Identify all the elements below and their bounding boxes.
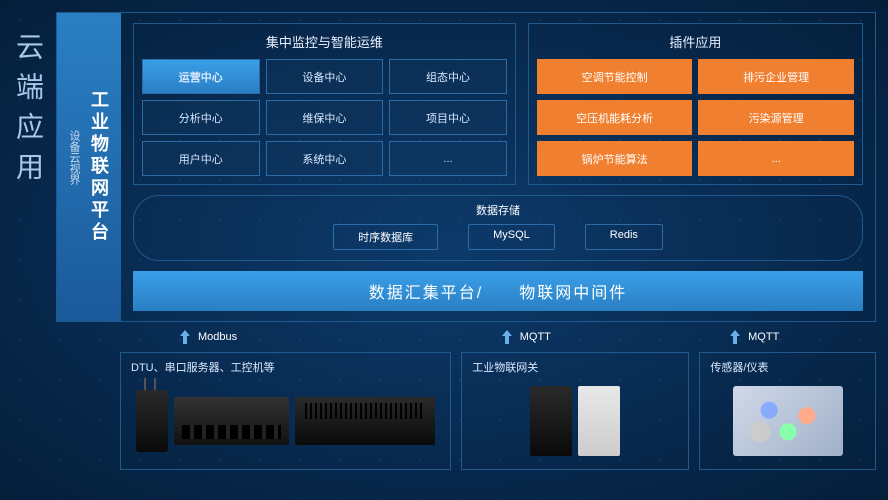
device-title: 工业物联网关 — [472, 359, 678, 375]
monitoring-title: 集中监控与智能运维 — [142, 32, 507, 51]
protocol-label: MQTT — [520, 331, 551, 343]
platform-subtitle: 设备云视界 — [66, 90, 82, 185]
platform-sidebar: 设备云视界 工业物联网平台 — [57, 13, 121, 321]
arrow-up-icon — [502, 330, 514, 344]
plugin-cell[interactable]: 空调节能控制 — [537, 59, 693, 94]
gateway-device-icon — [578, 386, 620, 456]
device-box-gateway: 工业物联网关 — [461, 352, 689, 470]
storage-item: 时序数据库 — [333, 224, 438, 250]
storage-item: MySQL — [468, 224, 555, 250]
monitoring-cell[interactable]: 系统中心 — [266, 141, 384, 176]
monitoring-cell[interactable]: 组态中心 — [389, 59, 507, 94]
monitoring-cell[interactable]: 设备中心 — [266, 59, 384, 94]
plugin-cell[interactable]: 排污企业管理 — [698, 59, 854, 94]
arrow-up-icon — [730, 330, 742, 344]
monitoring-cell[interactable]: 分析中心 — [142, 100, 260, 135]
ipc-device-icon — [295, 397, 435, 445]
aggregation-bar: 数据汇集平台/ 物联网中间件 — [133, 271, 863, 311]
plugin-cell[interactable]: 锅炉节能算法 — [537, 141, 693, 176]
arrow-up-icon — [180, 330, 192, 344]
storage-item: Redis — [585, 224, 663, 250]
platform-title: 工业物联网平台 — [86, 90, 112, 244]
plugins-title: 插件应用 — [537, 32, 854, 51]
storage-title: 数据存储 — [476, 202, 520, 218]
device-box-dtu: DTU、串口服务器、工控机等 — [120, 352, 451, 470]
monitoring-panel: 集中监控与智能运维 运营中心设备中心组态中心分析中心维保中心项目中心用户中心系统… — [133, 23, 516, 185]
sensor-collage-icon — [733, 386, 843, 456]
plugins-panel: 插件应用 空调节能控制排污企业管理空压机能耗分析污染源管理锅炉节能算法... — [528, 23, 863, 185]
monitoring-cell[interactable]: 用户中心 — [142, 141, 260, 176]
platform-container: 设备云视界 工业物联网平台 集中监控与智能运维 运营中心设备中心组态中心分析中心… — [56, 12, 876, 322]
monitoring-cell[interactable]: 运营中心 — [142, 59, 260, 94]
plugin-cell[interactable]: 污染源管理 — [698, 100, 854, 135]
device-box-sensor: 传感器/仪表 — [699, 352, 876, 470]
dtu-device-icon — [136, 390, 168, 452]
device-title: 传感器/仪表 — [710, 359, 865, 375]
switch-device-icon — [174, 397, 289, 445]
device-title: DTU、串口服务器、工控机等 — [131, 359, 440, 375]
cloud-app-vtitle: 云端应用 — [12, 12, 56, 488]
monitoring-cell[interactable]: 维保中心 — [266, 100, 384, 135]
plugin-cell[interactable]: 空压机能耗分析 — [537, 100, 693, 135]
plugin-cell[interactable]: ... — [698, 141, 854, 176]
monitoring-cell[interactable]: 项目中心 — [389, 100, 507, 135]
protocol-arrows: Modbus MQTT MQTT — [56, 330, 876, 344]
protocol-label: Modbus — [198, 331, 237, 343]
protocol-label: MQTT — [748, 331, 779, 343]
monitoring-cell[interactable]: ... — [389, 141, 507, 176]
gateway-device-icon — [530, 386, 572, 456]
storage-panel: 数据存储 时序数据库 MySQL Redis — [133, 195, 863, 261]
